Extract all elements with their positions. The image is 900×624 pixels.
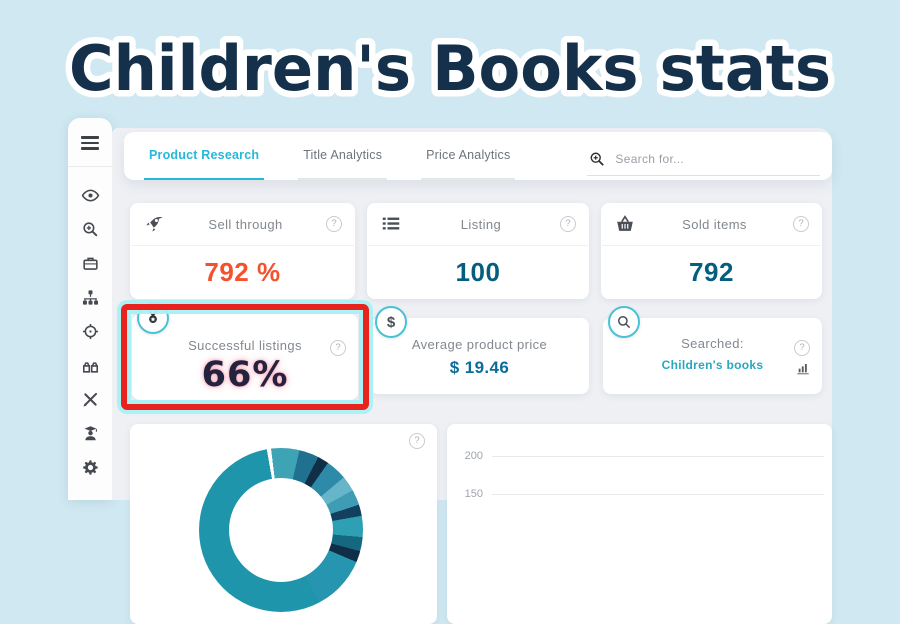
help-icon[interactable]: ? [326,216,342,232]
tools-icon[interactable] [81,390,100,409]
academy-icon[interactable] [81,424,100,443]
menu-icon[interactable] [81,133,99,153]
sitemap-icon[interactable] [81,288,100,307]
card-title: Searched: [681,336,744,351]
bar-chart-icon[interactable] [795,360,811,376]
search-input[interactable]: Search for... [587,151,820,176]
card-divider [368,245,588,246]
gridline [492,455,824,457]
help-icon[interactable]: ? [793,216,809,232]
basket-icon [614,213,636,235]
rocket-icon [143,213,165,235]
search-placeholder: Search for... [615,152,685,166]
card-title: Average product price [411,337,548,352]
sidebar-divider [68,165,112,167]
card-divider [602,245,821,246]
sold-items-value: 792 [689,256,734,287]
gridline-row: 200 [457,450,824,462]
briefcase-icon[interactable] [81,254,100,273]
card-searched: ? Searched: Children's books [603,306,822,394]
successful-listings-value: 66% [201,355,289,395]
magnifier-icon [608,306,640,338]
medal-icon [137,302,169,334]
help-icon[interactable]: ? [409,433,425,449]
card-sell-through: Sell through ? 792 % [130,203,355,299]
dollar-icon: $ [375,306,407,338]
settings-gear-icon[interactable] [81,458,100,477]
donut-hole [229,478,333,582]
searched-term-link[interactable]: Children's books [661,358,764,372]
eye-icon[interactable] [81,186,100,205]
card-listing: Listing ? 100 [367,203,589,299]
help-icon[interactable]: ? [794,340,810,356]
list-icon [380,213,402,235]
card-divider [131,245,354,246]
tab-price-analytics[interactable]: Price Analytics [421,132,516,180]
tab-title-analytics[interactable]: Title Analytics [298,132,388,180]
card-title: Sell through [208,216,283,232]
gridline [492,493,824,495]
card-title: Listing [460,216,502,232]
sell-through-value: 792 % [204,256,281,287]
y-axis-tick: 200 [464,450,483,462]
card-title: Successful listings [188,338,302,353]
gridline-row: 150 [457,488,824,500]
help-icon[interactable]: ? [560,216,576,232]
sidebar [68,118,112,500]
page-title: Children's Books stats [69,32,831,105]
tab-product-research[interactable]: Product Research [144,132,265,180]
target-icon[interactable] [81,322,100,341]
card-donut-chart: ? [130,424,437,624]
card-average-price: $ Average product price $ 19.46 [370,306,589,394]
search-plus-icon[interactable] [81,220,100,239]
store-icon[interactable] [81,356,100,375]
card-sold-items: Sold items ? 792 [601,203,822,299]
card-line-chart: 200 150 [447,424,832,624]
card-successful-listings: ? Successful listings 66% [132,302,358,400]
page-title-banner: Children's Books stats [63,26,838,112]
y-axis-tick: 150 [464,488,483,500]
listing-value: 100 [455,256,501,287]
dollar-glyph: $ [386,313,396,331]
top-tab-bar: Product Research Title Analytics Price A… [124,132,832,180]
help-icon[interactable]: ? [330,340,346,356]
search-zoom-icon [590,152,605,166]
average-price-value: $ 19.46 [449,358,510,377]
card-title: Sold items [682,216,747,232]
